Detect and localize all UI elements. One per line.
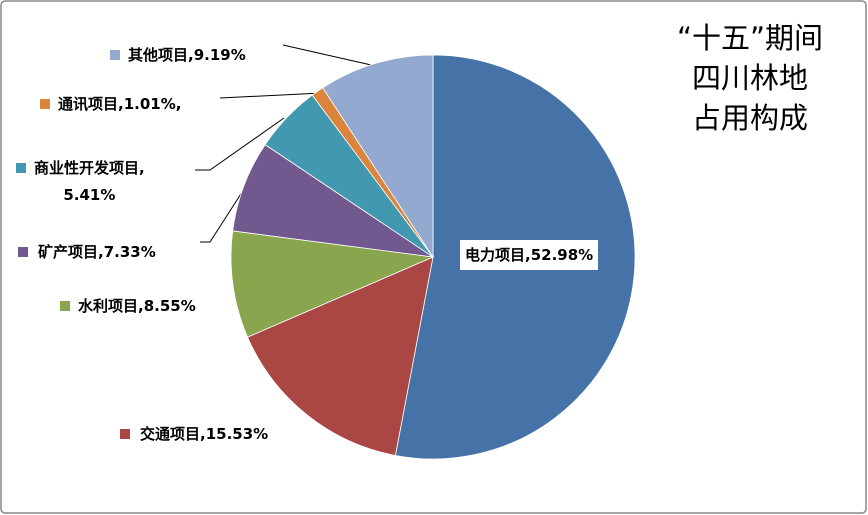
pie-slice <box>230 230 435 338</box>
pie-slice <box>247 256 434 456</box>
leader-line <box>195 117 285 171</box>
data-label: 商业性开发项目, 5.41% <box>34 159 145 204</box>
leader-line <box>219 92 323 99</box>
legend-key <box>18 247 28 257</box>
legend-key <box>16 163 26 173</box>
data-label: 矿产项目,7.33% <box>38 243 156 261</box>
legend-key <box>60 301 70 311</box>
leader-line <box>282 44 381 68</box>
chart-title: “十五”期间 四川林地 占用构成 <box>676 21 824 135</box>
leader-line <box>200 185 247 243</box>
data-label: 水利项目,8.55% <box>78 297 196 315</box>
pie-slice <box>322 54 434 259</box>
leader-lines <box>195 44 381 243</box>
data-label: 通讯项目,1.01%, <box>58 95 182 113</box>
legend-key <box>120 429 130 439</box>
legend-key <box>40 99 50 109</box>
data-label: 其他项目,9.19% <box>128 46 246 64</box>
legend-key <box>110 50 120 60</box>
data-label: 交通项目,15.53% <box>140 425 269 443</box>
data-label: 电力项目,52.98% <box>460 240 599 270</box>
